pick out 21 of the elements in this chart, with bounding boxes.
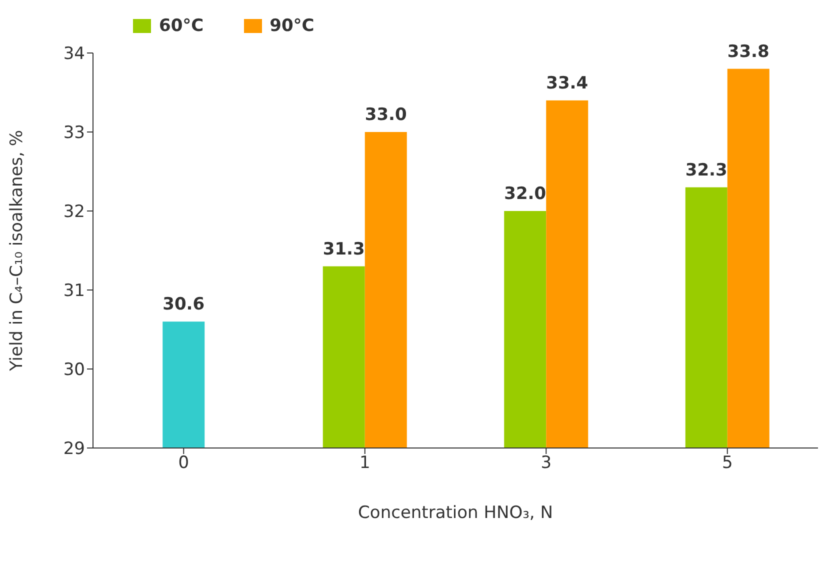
x-tick-label: 0 <box>178 453 190 474</box>
data-label: 30.6 <box>162 294 205 315</box>
legend-label: 60°C <box>159 16 204 36</box>
y-tick-label: 33 <box>63 123 85 144</box>
x-tick-label: 5 <box>722 453 733 474</box>
data-label: 32.3 <box>685 160 728 180</box>
y-axis-title: Yield in C₄–C₁₀ isoalkanes, % <box>7 130 28 372</box>
legend-label: 90°C <box>270 16 314 36</box>
data-label: 33.8 <box>727 42 770 62</box>
y-tick-label: 29 <box>63 439 85 460</box>
data-label: 33.0 <box>364 105 408 125</box>
data-label: 33.4 <box>546 73 588 94</box>
data-label: 31.3 <box>322 239 365 260</box>
x-tick-label: 1 <box>359 453 370 474</box>
x-axis-title: Concentration HNO₃, N <box>358 503 553 523</box>
data-label: 32.0 <box>504 184 546 204</box>
y-tick-label: 31 <box>63 281 85 302</box>
y-tick-label: 30 <box>63 360 85 380</box>
x-tick-label: 3 <box>540 453 552 474</box>
y-tick-label: 34 <box>63 44 85 64</box>
y-tick-label: 32 <box>63 202 85 222</box>
